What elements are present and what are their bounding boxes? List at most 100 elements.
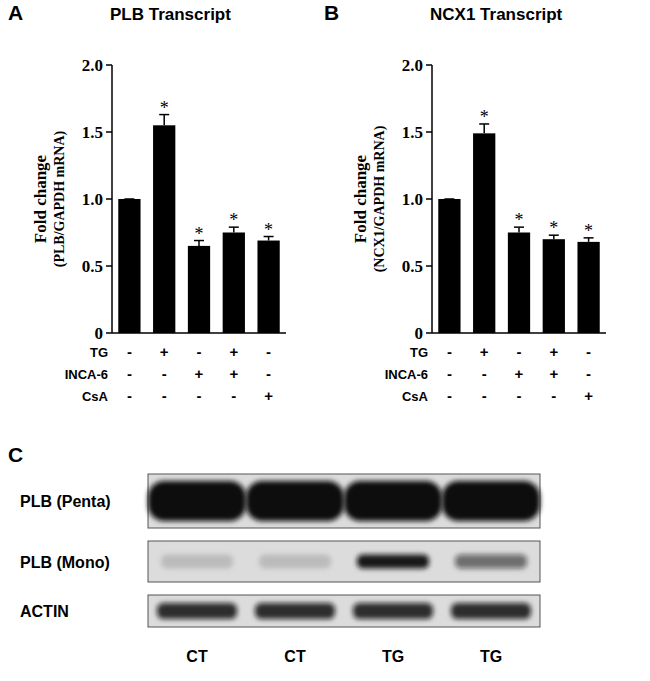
treatment-sign: - bbox=[586, 343, 591, 360]
treatment-sign: - bbox=[197, 387, 202, 404]
treatment-name: CsA bbox=[402, 389, 429, 404]
treatment-sign: - bbox=[266, 365, 271, 382]
lane-label: TG bbox=[382, 648, 404, 665]
y-tick-label: 2.0 bbox=[402, 56, 423, 75]
treatment-sign: + bbox=[515, 365, 524, 382]
error-cap-low bbox=[584, 245, 594, 246]
y-tick bbox=[106, 332, 112, 334]
panel-letter: B bbox=[324, 1, 339, 24]
error-cap-low bbox=[479, 142, 489, 143]
bars bbox=[118, 115, 279, 333]
y-tick bbox=[426, 332, 432, 334]
blot-band bbox=[255, 603, 335, 619]
chart-B: BNCX1 TranscriptFold change(NCX1/GAPDH m… bbox=[324, 1, 606, 404]
error-cap-low bbox=[159, 136, 169, 137]
treatment-sign: - bbox=[517, 387, 522, 404]
treatment-sign: + bbox=[229, 343, 238, 360]
error-cap-low bbox=[444, 199, 454, 200]
blot-band bbox=[246, 481, 344, 521]
figure: APLB TranscriptFold change(PLB/GAPDH mRN… bbox=[0, 0, 650, 681]
treatment-sign: - bbox=[231, 387, 236, 404]
treatment-sign: - bbox=[447, 387, 452, 404]
y-tick-label: 2.0 bbox=[82, 56, 103, 75]
y-tick-label: 1.0 bbox=[82, 190, 103, 209]
y-tick-label: 0 bbox=[415, 324, 424, 343]
treatment-sign: - bbox=[447, 343, 452, 360]
bar bbox=[577, 242, 599, 333]
y-tick-label: 0 bbox=[95, 324, 104, 343]
blot-band bbox=[442, 481, 540, 521]
blot-band bbox=[344, 481, 442, 521]
blot-row-label: PLB (Mono) bbox=[20, 554, 110, 571]
significance: * bbox=[160, 98, 169, 118]
treatment-sign: + bbox=[160, 343, 169, 360]
panel-letter: C bbox=[8, 443, 23, 466]
blot-row-label: ACTIN bbox=[20, 603, 69, 620]
y-tick bbox=[426, 198, 432, 200]
panel-letter: A bbox=[8, 1, 23, 24]
blot-band bbox=[148, 481, 246, 521]
treatment-sign: + bbox=[549, 343, 558, 360]
chart-A: A PLB Transcript Fold change(PLB/GAPDH mRN… bbox=[8, 1, 286, 404]
treatment-sign: - bbox=[162, 365, 167, 382]
significance: * bbox=[480, 107, 489, 127]
y-tick-label: 0.5 bbox=[402, 257, 423, 276]
significance: * bbox=[515, 210, 524, 230]
bar bbox=[223, 233, 245, 334]
bar bbox=[153, 125, 175, 333]
y-label: Fold change bbox=[351, 154, 370, 243]
treatment-sign: - bbox=[586, 365, 591, 382]
title: PLB Transcript bbox=[110, 5, 231, 24]
treatment-sign: - bbox=[482, 365, 487, 382]
significance: * bbox=[229, 210, 238, 230]
treatment-sign: - bbox=[517, 343, 522, 360]
lane-label: TG bbox=[480, 648, 502, 665]
y-tick bbox=[106, 265, 112, 267]
treatment-name: TG bbox=[90, 345, 108, 360]
treatment-sign: - bbox=[197, 343, 202, 360]
bar bbox=[543, 239, 565, 333]
treatment-name: INCA-6 bbox=[385, 367, 428, 382]
y-tick-label: 1.5 bbox=[82, 123, 103, 142]
bar bbox=[508, 233, 530, 334]
treatment-sign: - bbox=[482, 387, 487, 404]
treatment-name: INCA-6 bbox=[65, 367, 108, 382]
y-label: (NCX1/GAPDH mRNA) bbox=[372, 125, 388, 272]
bar bbox=[473, 133, 495, 333]
treatment-sign: - bbox=[127, 387, 132, 404]
y-label: (PLB/GAPDH mRNA) bbox=[52, 130, 68, 267]
error-cap-low bbox=[124, 199, 134, 200]
treatment-sign: - bbox=[127, 343, 132, 360]
blot-band bbox=[259, 555, 331, 569]
error-bar bbox=[444, 199, 454, 200]
y-tick bbox=[106, 64, 112, 66]
significance: * bbox=[264, 220, 273, 240]
error-cap-low bbox=[229, 237, 239, 238]
y-tick bbox=[106, 198, 112, 200]
error-bar bbox=[159, 115, 169, 136]
y-tick bbox=[426, 131, 432, 133]
treatment-sign: + bbox=[480, 343, 489, 360]
treatment-sign: + bbox=[229, 365, 238, 382]
treatment-sign: + bbox=[584, 387, 593, 404]
significance: * bbox=[195, 224, 204, 244]
treatment-sign: + bbox=[264, 387, 273, 404]
bar bbox=[438, 199, 460, 333]
blot-strip bbox=[148, 474, 540, 528]
blot-panel: CPLB (Penta)PLB (Mono)ACTINCTCTTGTG bbox=[8, 443, 540, 665]
y-label: Fold change bbox=[31, 154, 50, 243]
error-cap-low bbox=[194, 251, 204, 252]
y-tick-label: 1.5 bbox=[402, 123, 423, 142]
blot-band bbox=[157, 603, 237, 619]
treatment-sign: - bbox=[447, 365, 452, 382]
y-tick bbox=[106, 131, 112, 133]
blot-band bbox=[353, 603, 433, 619]
significance: * bbox=[549, 218, 558, 238]
treatment-sign: - bbox=[127, 365, 132, 382]
bar bbox=[188, 246, 210, 333]
y-tick-label: 1.0 bbox=[402, 190, 423, 209]
error-cap bbox=[444, 198, 454, 200]
error-bar bbox=[124, 199, 134, 200]
blot-band bbox=[161, 555, 233, 569]
error-cap-low bbox=[264, 244, 274, 245]
